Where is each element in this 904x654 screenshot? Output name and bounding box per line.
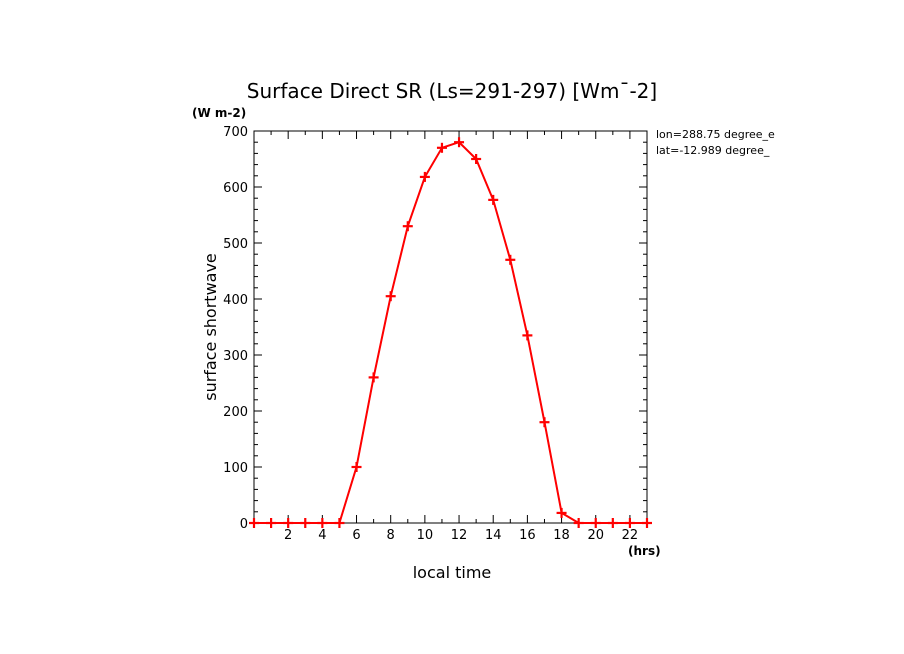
data-point	[351, 462, 362, 472]
x-axis-title: local time	[413, 563, 492, 582]
lat-annotation: lat=-12.989 degree_	[656, 144, 770, 157]
data-point	[642, 518, 652, 528]
data-point	[590, 518, 601, 528]
data-point	[300, 518, 311, 528]
x-tick-label: 4	[318, 528, 326, 543]
series-line-shadow	[254, 141, 647, 524]
data-point	[539, 417, 550, 428]
plot-frame	[253, 130, 648, 524]
data-point	[385, 291, 396, 302]
axis-ticks: 2 4 6 8 10 12 14 16 18 20 22 0 100 200 300 400 500 600 700	[223, 125, 648, 543]
lon-annotation: lon=288.75 degree_e	[656, 128, 775, 141]
y-tick-label: 400	[223, 293, 248, 308]
data-point	[368, 372, 379, 383]
x-unit-label: (hrs)	[628, 544, 661, 558]
chart-marks	[249, 137, 652, 528]
x-tick-label: 2	[284, 528, 292, 543]
y-tick-label: 300	[223, 349, 248, 364]
x-tick-label: 16	[519, 528, 536, 543]
data-point	[573, 518, 584, 528]
series-line	[254, 141, 647, 524]
x-tick-label: 6	[352, 528, 360, 543]
x-tick-label: 18	[553, 528, 570, 543]
y-tick-label: 700	[223, 125, 248, 140]
data-point	[436, 142, 447, 153]
data-point	[334, 518, 345, 528]
data-point	[505, 254, 516, 265]
y-axis-title: surface shortwave	[201, 253, 220, 401]
y-tick-label: 100	[223, 461, 248, 476]
data-point	[607, 518, 618, 528]
x-tick-label: 14	[485, 528, 502, 543]
data-point	[317, 518, 328, 528]
data-point	[522, 330, 533, 341]
data-point	[402, 221, 413, 232]
x-tick-label: 10	[417, 528, 434, 543]
data-point	[454, 137, 465, 148]
x-tick-label: 22	[622, 528, 639, 543]
chart-title: Surface Direct SR (Ls=291-297) [Wm¯-2]	[247, 79, 657, 103]
y-tick-label: 200	[223, 405, 248, 420]
data-point	[283, 518, 294, 528]
data-point	[249, 518, 259, 528]
y-tick-label: 600	[223, 181, 248, 196]
data-point	[624, 518, 635, 528]
data-point	[471, 154, 482, 164]
data-point	[556, 507, 567, 518]
x-tick-label: 12	[451, 528, 468, 543]
x-tick-label: 8	[387, 528, 395, 543]
data-point	[488, 194, 499, 205]
y-unit-label: (W m-2)	[192, 106, 246, 120]
data-point	[266, 518, 277, 528]
data-point	[419, 171, 430, 182]
y-tick-label: 0	[240, 517, 248, 532]
y-tick-label: 500	[223, 237, 248, 252]
x-tick-label: 20	[587, 528, 604, 543]
